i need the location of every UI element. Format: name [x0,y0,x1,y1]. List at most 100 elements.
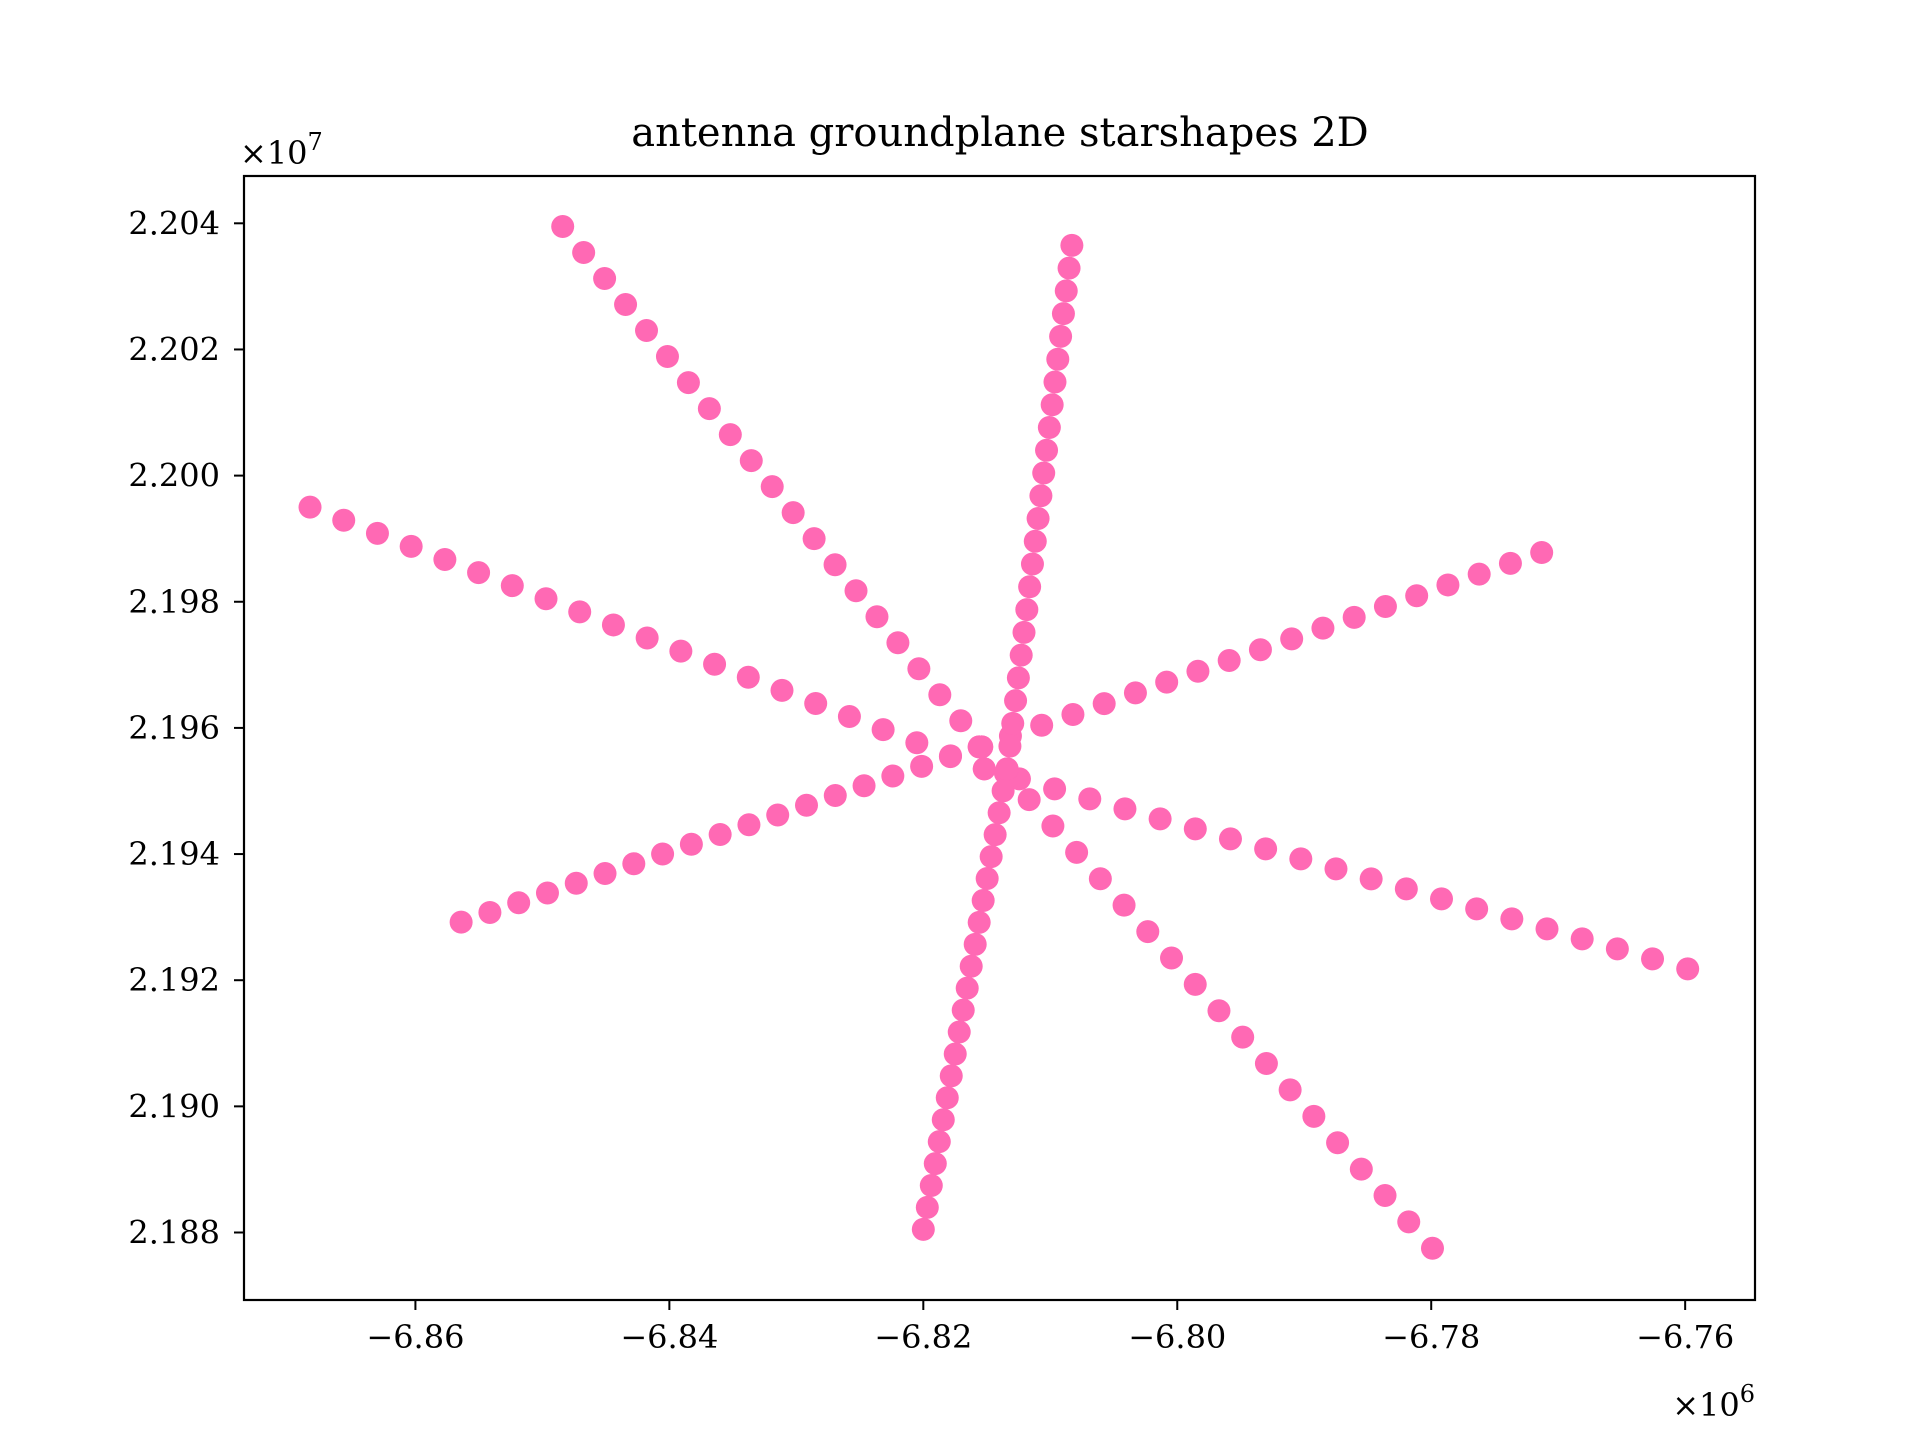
data-point [534,587,558,611]
data-point [568,600,592,624]
data-point [923,1152,947,1176]
data-point [1605,937,1629,961]
data-point [1248,638,1272,662]
y-tick-label: 2.192 [128,961,220,999]
data-point [1029,484,1053,508]
data-point [1359,867,1383,891]
data-point [1023,529,1047,553]
data-point [1289,847,1313,871]
data-point [564,871,588,895]
data-point [1113,797,1137,821]
data-point [679,832,703,856]
data-point [1500,907,1524,931]
data-point [1397,1210,1421,1234]
data-point [823,553,847,577]
data-point [972,757,996,781]
data-point [332,508,356,532]
data-point [766,803,790,827]
data-point [938,745,962,769]
data-point [635,319,659,343]
data-point [931,1108,955,1132]
y-offset-label: ×107 [240,128,323,172]
data-point [1467,562,1491,586]
data-point [1004,689,1028,713]
data-point [593,266,617,290]
y-tick-label: 2.190 [128,1087,220,1125]
data-point [1112,893,1136,917]
data-point [551,214,575,238]
data-point [1218,827,1242,851]
data-point [971,888,995,912]
data-point [967,910,991,934]
y-axis: 2.188 2.190 2.192 2.194 2.196 2.198 2.200 2.202… [128,204,244,1252]
data-point [905,731,929,755]
data-point [1498,551,1522,575]
data-point [1026,507,1050,531]
x-tick-label: −6.76 [1636,1318,1734,1356]
data-point [1278,1078,1302,1102]
data-point [1324,857,1348,881]
data-point [919,1174,943,1198]
data-point [760,475,784,499]
data-point [1302,1104,1326,1128]
data-point [794,793,818,817]
data-point [365,521,389,545]
data-point [500,574,524,598]
data-point [1254,837,1278,861]
data-point [467,561,491,585]
data-point [939,1064,963,1088]
data-point [718,423,742,447]
data-point [399,534,423,558]
x-tick-label: −6.78 [1382,1318,1480,1356]
data-point [823,784,847,808]
data-point [1311,616,1335,640]
data-point [983,823,1007,847]
data-point [1001,711,1025,735]
data-point [770,678,794,702]
data-point [697,397,721,421]
data-point [1436,573,1460,597]
x-axis-offset-label: ×106 [1672,1380,1755,1424]
data-point [949,709,973,733]
data-point [886,631,910,655]
data-point [1006,666,1030,690]
data-point [1030,713,1054,737]
data-point [998,734,1022,758]
data-point [1183,817,1207,841]
data-point [1040,393,1064,417]
data-point [1037,415,1061,439]
data-point [1254,1052,1278,1076]
data-point [737,813,761,837]
data-point [478,900,502,924]
data-point [995,757,1019,781]
data-point [1041,814,1065,838]
data-point [1054,279,1078,303]
data-point [622,852,646,876]
data-point [881,764,905,788]
data-point [1046,347,1070,371]
data-point [1057,256,1081,280]
data-point [601,613,625,637]
data-point [915,1195,939,1219]
data-point [907,657,931,681]
data-point [1035,438,1059,462]
y-tick-label: 2.198 [128,583,220,621]
data-point [837,705,861,729]
data-point [1231,1025,1255,1049]
data-point [865,605,889,629]
data-point [844,579,868,603]
x-tick-label: −6.86 [366,1318,464,1356]
data-point [927,1130,951,1154]
data-point [651,842,675,866]
data-point [1065,840,1089,864]
data-point [1326,1131,1350,1155]
data-point [804,691,828,715]
x-offset-label: ×106 [1672,1380,1755,1424]
data-point [1676,957,1700,981]
data-point [1043,777,1067,801]
data-point [572,240,596,264]
data-point [1155,670,1179,694]
data-point [1018,575,1042,599]
